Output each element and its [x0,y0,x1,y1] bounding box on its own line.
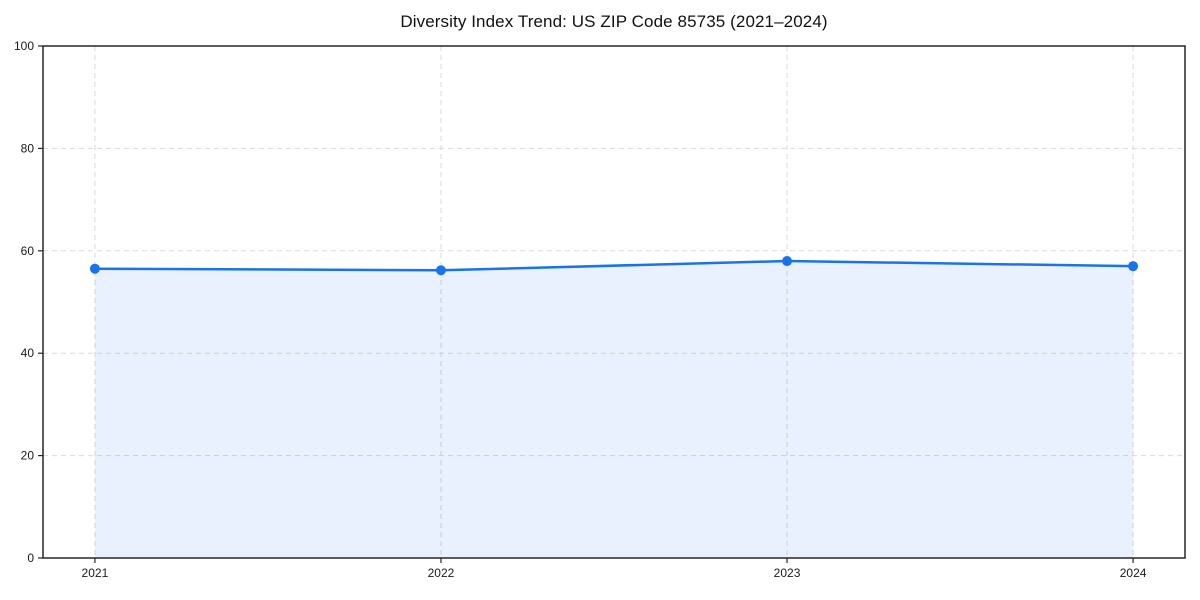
x-tick-label: 2024 [1120,566,1147,580]
plot-border [42,45,1186,559]
y-tick-label: 0 [27,551,34,565]
y-tick-label: 20 [21,449,35,463]
y-tick-label: 100 [14,39,34,53]
y-tick-label: 60 [21,244,35,258]
area-fill [94,261,1134,558]
trend-line [93,259,1135,272]
data-point-2021 [89,263,100,274]
y-tick-label: 40 [21,346,35,360]
data-point-2023 [782,256,793,267]
data-point-2024 [1128,261,1139,272]
data-point-2022 [435,265,446,276]
x-tick-label: 2021 [82,566,109,580]
x-tick-label: 2022 [428,566,455,580]
y-tick-label: 80 [21,141,35,155]
chart-title: Diversity Index Trend: US ZIP Code 85735… [400,12,828,31]
x-tick-label: 2023 [774,566,801,580]
